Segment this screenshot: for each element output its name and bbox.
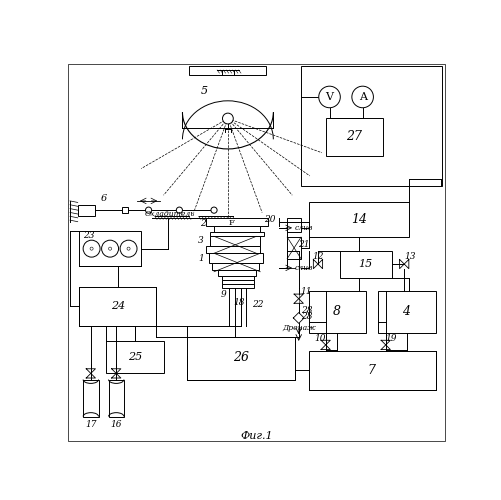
Bar bbox=[79, 231, 141, 266]
Bar bbox=[309, 291, 367, 334]
Text: 11: 11 bbox=[301, 286, 312, 296]
Text: слив: слив bbox=[295, 264, 314, 272]
Text: V: V bbox=[326, 92, 334, 102]
Bar bbox=[206, 246, 260, 254]
Bar bbox=[122, 207, 128, 213]
Circle shape bbox=[90, 247, 93, 250]
Bar bbox=[326, 118, 383, 156]
Circle shape bbox=[109, 247, 112, 250]
Bar bbox=[287, 237, 301, 258]
Circle shape bbox=[222, 113, 233, 124]
Text: Фиг.1: Фиг.1 bbox=[240, 431, 273, 441]
Text: 19: 19 bbox=[385, 334, 397, 343]
Text: 1: 1 bbox=[198, 254, 204, 263]
Text: 16: 16 bbox=[111, 420, 122, 428]
Circle shape bbox=[211, 207, 217, 213]
Bar bbox=[287, 218, 301, 232]
Circle shape bbox=[176, 207, 182, 213]
Text: 4: 4 bbox=[402, 306, 410, 318]
Text: Охладитель: Охладитель bbox=[145, 210, 195, 218]
Text: 6: 6 bbox=[101, 194, 107, 203]
Text: Дренаж: Дренаж bbox=[282, 324, 316, 332]
Text: 10: 10 bbox=[315, 334, 326, 343]
Text: 15: 15 bbox=[359, 259, 373, 269]
Circle shape bbox=[145, 207, 152, 213]
Bar bbox=[189, 66, 267, 76]
Text: 23: 23 bbox=[83, 231, 95, 240]
Text: 12: 12 bbox=[312, 252, 324, 261]
Text: 22: 22 bbox=[252, 300, 264, 310]
Bar bbox=[378, 291, 436, 334]
Text: 27: 27 bbox=[346, 130, 362, 143]
Circle shape bbox=[120, 240, 137, 257]
Bar bbox=[218, 270, 257, 276]
Bar bbox=[206, 218, 268, 226]
Bar bbox=[214, 226, 260, 232]
Circle shape bbox=[102, 240, 119, 257]
Bar bbox=[210, 236, 260, 246]
Bar bbox=[212, 262, 260, 270]
Circle shape bbox=[127, 247, 130, 250]
Text: 14: 14 bbox=[351, 213, 367, 226]
Text: 17: 17 bbox=[85, 420, 97, 428]
Text: 18: 18 bbox=[233, 298, 245, 307]
Text: 24: 24 bbox=[111, 302, 125, 312]
Bar bbox=[222, 284, 254, 288]
Bar bbox=[83, 380, 99, 416]
Text: 3: 3 bbox=[198, 236, 204, 246]
Text: 28: 28 bbox=[301, 312, 312, 321]
Text: F: F bbox=[229, 219, 234, 227]
Text: 9: 9 bbox=[221, 290, 227, 300]
Circle shape bbox=[83, 240, 100, 257]
Text: A: A bbox=[359, 92, 367, 102]
Bar bbox=[79, 287, 156, 326]
Text: 25: 25 bbox=[128, 352, 142, 362]
Text: 8: 8 bbox=[333, 306, 341, 318]
Bar bbox=[187, 337, 295, 380]
Bar bbox=[210, 232, 264, 236]
Circle shape bbox=[319, 86, 340, 108]
Text: 20: 20 bbox=[265, 215, 276, 224]
Bar bbox=[78, 205, 95, 216]
Text: 7: 7 bbox=[368, 364, 376, 377]
Text: 2: 2 bbox=[199, 218, 205, 228]
Text: 26: 26 bbox=[233, 352, 249, 364]
Text: 21: 21 bbox=[299, 240, 310, 250]
Bar bbox=[106, 341, 164, 374]
Bar bbox=[301, 66, 442, 186]
Bar bbox=[309, 351, 436, 390]
Bar bbox=[340, 251, 392, 278]
Bar bbox=[309, 202, 409, 237]
Text: 5: 5 bbox=[201, 86, 208, 96]
Text: слив: слив bbox=[295, 224, 314, 232]
Bar bbox=[222, 276, 254, 280]
Circle shape bbox=[352, 86, 373, 108]
Bar bbox=[109, 380, 124, 416]
Bar bbox=[222, 280, 254, 284]
Text: 28: 28 bbox=[301, 306, 312, 315]
Bar bbox=[208, 254, 263, 262]
Text: 13: 13 bbox=[405, 252, 416, 261]
